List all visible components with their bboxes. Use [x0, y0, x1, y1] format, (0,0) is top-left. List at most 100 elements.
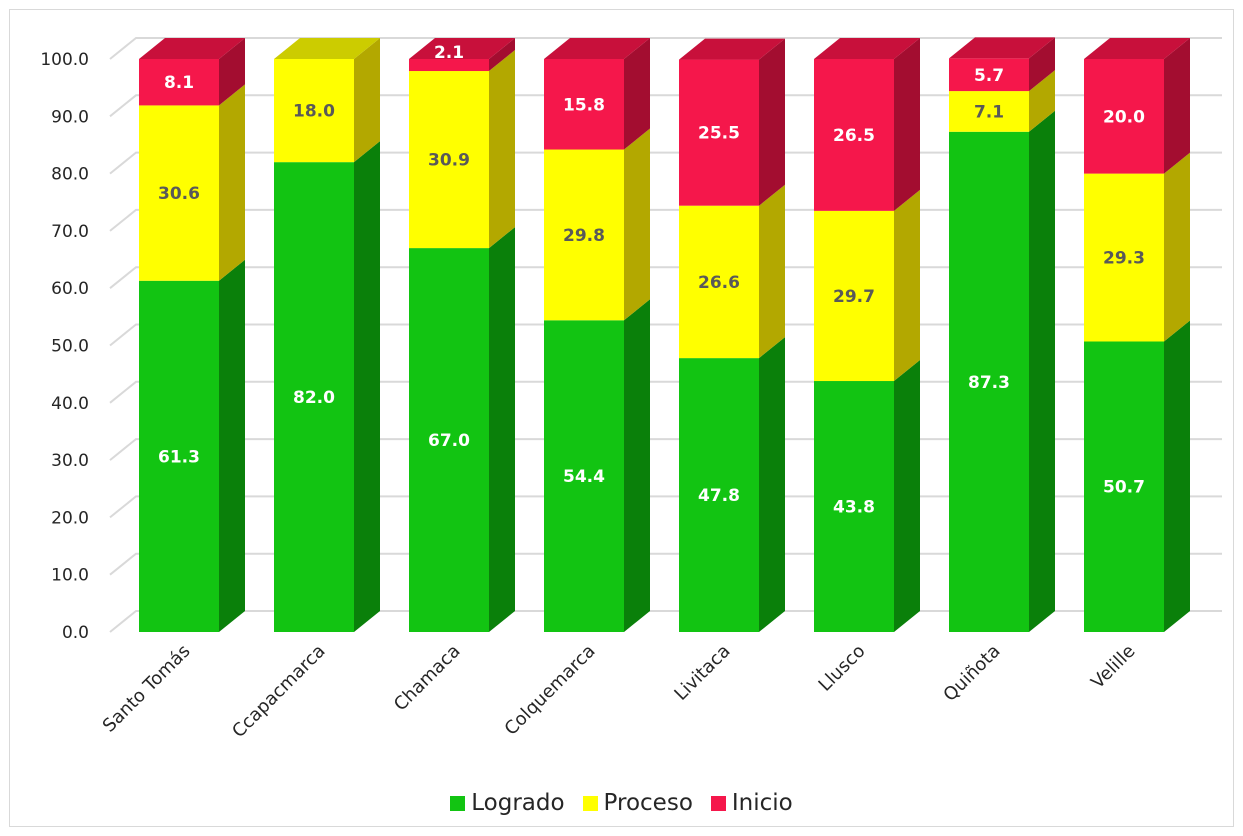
- bar-segment-inicio: [1084, 59, 1164, 174]
- bar-top-inicio: [814, 38, 920, 59]
- value-label-proceso: 26.6: [698, 273, 740, 293]
- y-tick-label: 10.0: [51, 566, 89, 586]
- x-category-label: Colquemarca: [501, 641, 600, 740]
- bar-side-proceso: [1164, 152, 1190, 342]
- x-category-label: Livitaca: [670, 641, 734, 705]
- bar-side-logrado: [219, 259, 245, 632]
- bar-side-proceso: [354, 38, 380, 163]
- value-label-inicio: 8.1: [164, 73, 194, 93]
- bar-side-proceso: [1029, 70, 1055, 132]
- bars-layer: [139, 37, 1190, 633]
- bar-side-inicio: [219, 38, 245, 106]
- y-tick-label: 100.0: [40, 50, 89, 70]
- x-category-label: Ccapacmarca: [228, 641, 329, 742]
- bar-top-inicio: [679, 38, 785, 60]
- value-labels-layer: 61.3 30.6 8.1 82.0 18.0 67.0 30.9 2.1 54.4 29.8 15…: [158, 43, 1145, 518]
- legend-item-inicio: Inicio: [710, 790, 793, 816]
- value-label-proceso: 29.3: [1103, 249, 1145, 269]
- legend-swatch-inicio: [710, 795, 726, 811]
- bar-side-inicio: [759, 38, 785, 206]
- x-category-label: Chamaca: [390, 641, 465, 716]
- y-tick-label: 0.0: [62, 623, 89, 643]
- gridline: [109, 37, 1222, 60]
- bar-segment-inicio: [949, 58, 1029, 92]
- bar-side-proceso: [759, 184, 785, 359]
- bar-side-inicio: [489, 38, 515, 72]
- bar-side-logrado: [624, 299, 650, 632]
- value-label-inicio: 20.0: [1103, 107, 1145, 127]
- value-label-inicio: 26.5: [833, 126, 875, 146]
- bar-segment-logrado: [544, 320, 624, 632]
- bar-segment-logrado: [814, 381, 894, 632]
- bar-segment-logrado: [949, 131, 1029, 632]
- value-label-proceso: 30.6: [158, 184, 200, 204]
- bar-side-logrado: [894, 360, 920, 632]
- value-label-logrado: 87.3: [968, 373, 1010, 393]
- legend-label-proceso: Proceso: [603, 790, 693, 816]
- x-category-label: Llusco: [815, 641, 870, 696]
- y-tick-label: 80.0: [51, 165, 89, 185]
- bar-segment-proceso: [409, 71, 489, 249]
- bar-segment-proceso: [949, 91, 1029, 132]
- bar-side-inicio: [1029, 37, 1055, 92]
- bar-segment-inicio: [679, 59, 759, 206]
- value-label-proceso: 30.9: [428, 151, 470, 171]
- bar-side-proceso: [894, 189, 920, 382]
- bar-segment-proceso: [679, 205, 759, 359]
- x-axis-ticks: Santo Tomás Ccapacmarca Chamaca Colquemarca…: [99, 641, 1140, 742]
- bar-segment-inicio: [544, 59, 624, 150]
- bar-side-logrado: [489, 227, 515, 632]
- bar-segment-logrado: [139, 280, 219, 632]
- legend-item-logrado: Logrado: [450, 790, 565, 816]
- bar-segment-proceso: [814, 210, 894, 382]
- y-tick-label: 30.0: [51, 451, 89, 471]
- legend-swatch-logrado: [450, 795, 466, 811]
- y-tick-label: 50.0: [51, 337, 89, 357]
- bar-side-proceso: [219, 84, 245, 281]
- bar-side-logrado: [1164, 320, 1190, 632]
- bar-segment-logrado: [1084, 341, 1164, 632]
- bar-segment-proceso: [1084, 173, 1164, 342]
- value-label-logrado: 43.8: [833, 498, 875, 518]
- bar-segment-proceso: [139, 105, 219, 281]
- legend-item-proceso: Proceso: [582, 790, 693, 816]
- value-label-logrado: 67.0: [428, 431, 470, 451]
- bar-top-inicio: [139, 38, 245, 59]
- bar-segment-inicio: [814, 59, 894, 211]
- y-tick-label: 40.0: [51, 394, 89, 414]
- value-label-proceso: 18.0: [293, 102, 335, 122]
- value-label-logrado: 54.4: [563, 467, 605, 487]
- value-label-inicio: 2.1: [434, 43, 464, 63]
- bar-side-logrado: [759, 337, 785, 632]
- bar-segment-logrado: [409, 248, 489, 632]
- bar-top-inicio: [544, 38, 650, 59]
- value-label-proceso: 29.7: [833, 287, 875, 307]
- bar-segment-proceso: [544, 149, 624, 321]
- bar-segment-inicio: [409, 59, 489, 72]
- bar-side-logrado: [1029, 110, 1055, 633]
- y-tick-label: 60.0: [51, 279, 89, 299]
- bar-side-proceso: [624, 128, 650, 321]
- value-label-logrado: 50.7: [1103, 478, 1145, 498]
- legend-label-logrado: Logrado: [471, 790, 565, 816]
- y-axis-ticks: 0.0 10.0 20.0 30.0 40.0 50.0 60.0 70.0 80.0 90.0 1…: [40, 50, 89, 643]
- bar-side-proceso: [489, 50, 515, 249]
- bar-side-inicio: [1164, 38, 1190, 174]
- y-tick-label: 90.0: [51, 107, 89, 127]
- bar-side-inicio: [624, 38, 650, 150]
- x-category-label: Velille: [1087, 641, 1139, 693]
- bar-segment-proceso: [274, 59, 354, 163]
- value-label-logrado: 82.0: [293, 388, 335, 408]
- bar-segment-inicio: [139, 59, 219, 106]
- value-label-logrado: 47.8: [698, 486, 740, 506]
- y-tick-label: 70.0: [51, 222, 89, 242]
- bar-segment-logrado: [679, 358, 759, 632]
- value-label-logrado: 61.3: [158, 447, 200, 467]
- bar-segment-logrado: [274, 162, 354, 632]
- bar-top-inicio: [1084, 38, 1190, 59]
- bar-top-proceso: [274, 38, 380, 59]
- value-label-proceso: 29.8: [563, 226, 605, 246]
- y-tick-label: 20.0: [51, 508, 89, 528]
- x-category-label: Santo Tomás: [99, 641, 195, 737]
